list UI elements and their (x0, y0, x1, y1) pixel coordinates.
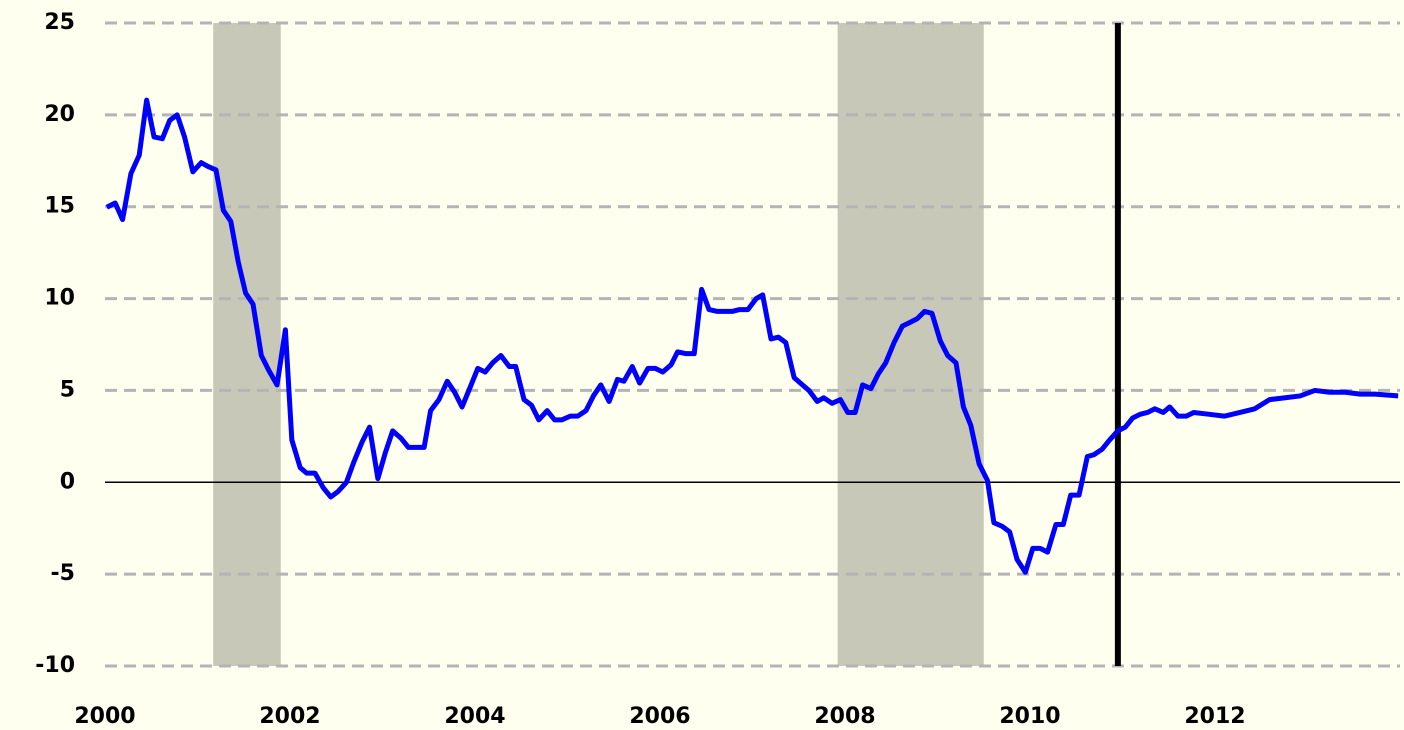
y-tick-label: 10 (44, 286, 75, 311)
recession-band (213, 23, 281, 666)
data-line (105, 97, 1399, 575)
y-tick-label: 0 (60, 469, 75, 494)
recession-band (837, 23, 984, 666)
y-tick-label: 25 (44, 10, 75, 35)
x-tick-label: 2012 (1184, 704, 1245, 729)
x-tick-label: 2002 (259, 704, 320, 729)
y-tick-label: -10 (35, 653, 75, 678)
y-tick-label: 15 (44, 194, 75, 219)
x-tick-label: 2000 (74, 704, 135, 729)
x-tick-label: 2006 (629, 704, 690, 729)
y-tick-label: 20 (44, 102, 75, 127)
y-tick-label: -5 (51, 561, 75, 586)
y-tick-label: 5 (60, 377, 75, 402)
x-tick-label: 2010 (999, 704, 1060, 729)
x-tick-label: 2004 (444, 704, 505, 729)
x-tick-label: 2008 (814, 704, 875, 729)
